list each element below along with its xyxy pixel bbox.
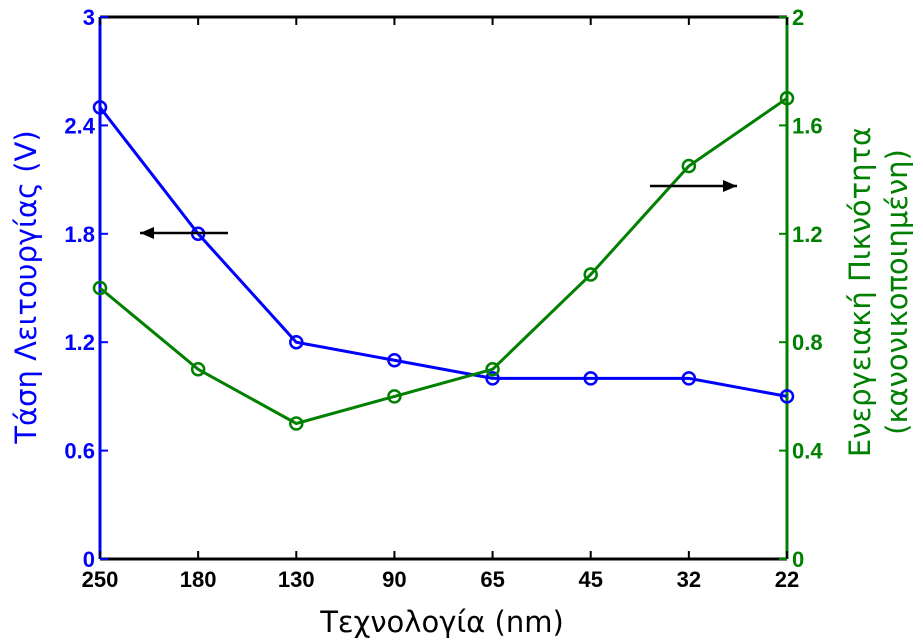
y-left-tick-label: 0.6: [64, 439, 95, 464]
data-point-right: [779, 91, 795, 106]
data-point-right: [190, 362, 206, 377]
arrow-to-left-axis-head: [140, 227, 154, 239]
axis-ticks: 250 180 130 90 65 45 32 2200.61.21.82.4300.40.8…: [64, 5, 823, 592]
y-left-tick-label: 0: [83, 547, 95, 572]
x-tick-label: 180: [180, 567, 217, 592]
data-point-left: [779, 389, 795, 404]
data-point-left: [92, 100, 108, 115]
series-line-right: [99, 97, 788, 426]
y-right-tick-label: 0: [792, 547, 804, 572]
data-point-right: [289, 416, 304, 431]
y-right-tick-label: 0.4: [792, 439, 823, 464]
x-axis-label: Τεχνολογία (nm): [319, 605, 564, 639]
y-right-tick-label: 1.6: [792, 113, 823, 138]
y-right-tick-label: 1.2: [792, 222, 823, 247]
data-point-right: [583, 267, 598, 282]
data-point-left: [387, 353, 402, 368]
x-tick-label: 45: [578, 567, 602, 592]
y-axis-right-label-line1: Ενεργειακή Πικνότητα: [843, 127, 877, 457]
data-point-right: [387, 389, 402, 404]
data-point-right: [92, 280, 108, 296]
series-line-left: [98, 106, 788, 398]
annotation-layer: [140, 180, 737, 239]
y-right-tick-label: 2: [792, 5, 804, 30]
x-tick-label: 22: [775, 567, 799, 592]
data-point-left: [289, 334, 304, 350]
series-layer: [92, 91, 795, 431]
y-axis-right-label-line2: (κανονικοποιημένη): [880, 149, 914, 435]
arrow-to-right-axis-head: [723, 180, 737, 192]
y-right-tick-label: 0.8: [792, 330, 823, 355]
y-left-tick-label: 3: [83, 5, 95, 30]
data-point-left: [681, 371, 697, 386]
data-point-left: [485, 371, 500, 386]
x-tick-label: 90: [382, 567, 406, 592]
y-left-tick-label: 1.2: [64, 330, 95, 355]
x-tick-label: 250: [82, 567, 119, 592]
data-point-left: [583, 371, 598, 386]
x-tick-label: 32: [677, 567, 701, 592]
y-left-tick-label: 1.8: [64, 222, 95, 247]
x-tick-label: 130: [278, 567, 315, 592]
y-axis-left-label: Τάση Λειτουργίας (V): [9, 130, 43, 444]
plot-frame: [98, 15, 789, 561]
data-point-right: [485, 362, 500, 377]
x-tick-label: 65: [480, 567, 504, 592]
data-point-right: [681, 158, 697, 174]
y-left-tick-label: 2.4: [64, 113, 95, 138]
